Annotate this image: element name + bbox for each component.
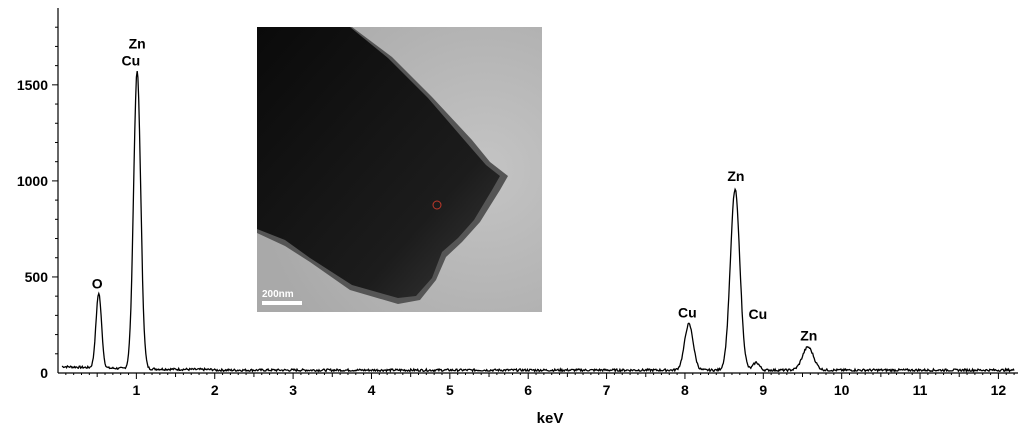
peak-label-cu: Cu [122, 53, 141, 69]
y-tick-label: 500 [25, 269, 49, 285]
spectrum-line [61, 71, 1015, 374]
x-tick-label: 2 [211, 382, 219, 398]
x-axis-ticks: 1 2 3 4 5 6 7 8 9 10 11 12 [65, 373, 1015, 398]
scale-bar [262, 301, 302, 305]
x-tick-label: 7 [603, 382, 611, 398]
peak-label-o: O [92, 275, 103, 291]
y-tick-label: 1500 [17, 77, 48, 93]
x-tick-label: 9 [759, 382, 767, 398]
tem-inset-image: 200nm [257, 27, 542, 312]
x-tick-label: 4 [368, 382, 376, 398]
peak-label-zn: Zn [727, 168, 744, 184]
analysis-spot-marker [432, 200, 442, 210]
peak-annotations: Zn Cu O Cu Zn Cu Zn [92, 35, 818, 343]
peak-label-cu: Cu [678, 304, 697, 320]
peak-label-cu: Cu [748, 306, 767, 322]
x-tick-label: 12 [991, 382, 1007, 398]
y-tick-label: 0 [40, 365, 48, 381]
nanoparticle [257, 27, 500, 298]
axes [57, 8, 1018, 374]
x-tick-label: 1 [132, 382, 140, 398]
y-tick-label: 1000 [17, 173, 48, 189]
x-tick-label: 6 [524, 382, 532, 398]
x-tick-label: 8 [681, 382, 689, 398]
x-tick-label: 10 [834, 382, 850, 398]
peak-label-zn: Zn [129, 35, 146, 51]
x-axis-label: keV [537, 410, 564, 427]
x-tick-label: 5 [446, 382, 454, 398]
x-tick-label: 11 [913, 382, 928, 398]
scale-bar-label: 200nm [262, 289, 294, 300]
y-axis-ticks: 0 500 1000 1500 [17, 26, 58, 381]
x-tick-label: 3 [289, 382, 297, 398]
peak-label-zn: Zn [800, 327, 817, 343]
